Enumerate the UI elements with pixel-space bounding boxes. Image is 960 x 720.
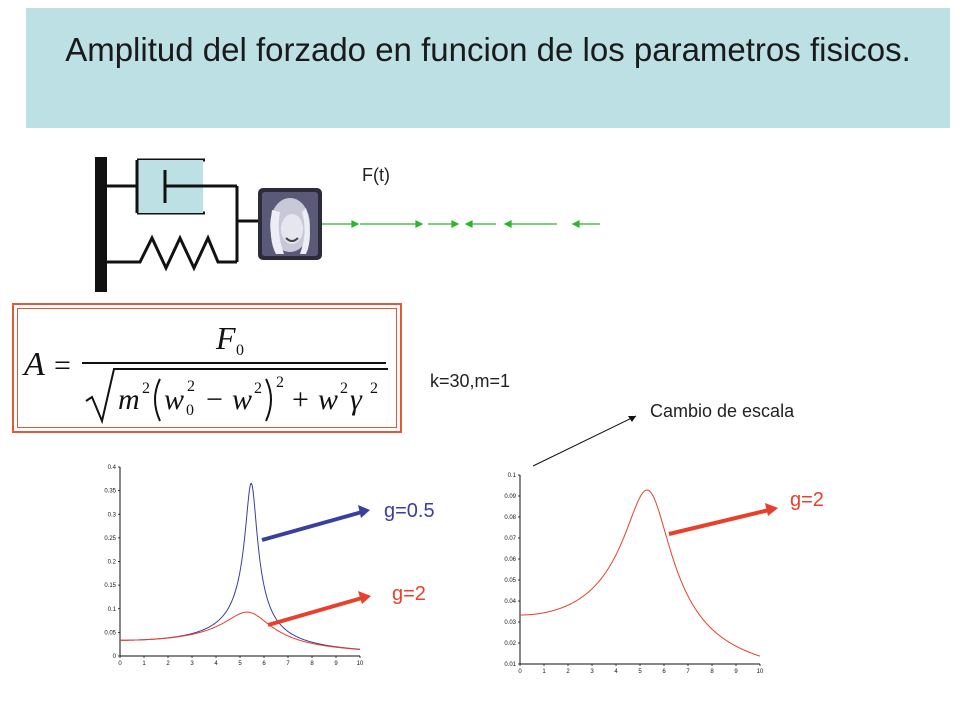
formula-gamma: γ: [350, 383, 363, 416]
y-tick-label: 0.3: [108, 512, 117, 518]
x-tick-label: 9: [334, 661, 338, 667]
formula-w2-sq: 2: [340, 380, 348, 397]
amplitude-formula: A = F 0 m 2 w 0 2 − w 2 2 + w 2 γ 2: [22, 320, 388, 425]
legend-arrow-red-right: [668, 503, 778, 536]
x-tick-label: 6: [262, 661, 266, 667]
legend-arrow-red-left: [267, 591, 371, 627]
legend-g2-left: g=2: [392, 583, 426, 605]
x-tick-label: 6: [662, 669, 666, 675]
x-tick-label: 2: [166, 661, 170, 667]
x-tick-label: 8: [710, 669, 714, 675]
chart-right: 0 1 2 3 4 5 6 7 8 9 10 0.01 0.02 0.03 0.04 0.05 0.06 0.07…: [504, 473, 764, 675]
mass-portrait: [258, 188, 322, 260]
formula-numerator-sub: 0: [236, 342, 244, 359]
x-tick-label: 5: [638, 669, 642, 675]
left-paren: [154, 378, 161, 422]
sqrt-sign: [85, 368, 388, 425]
y-tick-label: 0.4: [108, 465, 117, 471]
legend-g2-right: g=2: [790, 489, 824, 511]
x-tick-label: 9: [734, 669, 738, 675]
scale-change-arrow: [532, 415, 637, 467]
spring: [107, 234, 237, 272]
x-tick-label: 7: [286, 661, 290, 667]
y-tick-label: 0.08: [504, 515, 516, 521]
formula-w0: w: [164, 383, 184, 416]
y-tick-label: 0.1: [108, 607, 117, 613]
y-tick-label: 0.05: [104, 630, 116, 636]
force-arrows: [322, 220, 600, 228]
x-tick-label: 2: [566, 669, 570, 675]
formula-minus: −: [206, 383, 223, 416]
formula-paren-sq: 2: [276, 374, 284, 391]
x-tick-label: 8: [310, 661, 314, 667]
legend-arrow-blue: [261, 505, 370, 542]
y-tick-label: 0.2: [108, 560, 117, 566]
y-tick-label: 0.02: [504, 641, 516, 647]
x-tick-label: 0: [518, 669, 522, 675]
y-tick-label: 0.15: [104, 583, 116, 589]
y-tick-label: 0.25: [104, 536, 116, 542]
x-tick-label: 7: [686, 669, 690, 675]
x-tick-label: 10: [757, 669, 764, 675]
formula-numerator: F: [215, 320, 236, 356]
slide-title: Amplitud del forzado en funcion de los p…: [65, 31, 911, 68]
x-tick-label: 1: [142, 661, 146, 667]
x-tick-label: 1: [542, 669, 546, 675]
y-tick-label: 0.01: [504, 662, 516, 668]
amplitude-formula-box: A = F 0 m 2 w 0 2 − w 2 2 + w 2 γ 2: [12, 303, 402, 433]
force-label: F(t): [362, 165, 390, 185]
x-tick-label: 3: [190, 661, 194, 667]
formula-w-sq: 2: [254, 380, 262, 397]
title-banner: Amplitud del forzado en funcion de los p…: [26, 8, 950, 128]
x-tick-label: 10: [357, 661, 364, 667]
wall: [95, 157, 107, 292]
x-tick-label: 4: [214, 661, 218, 667]
y-tick-label: 0.35: [104, 489, 116, 495]
series-line-g-0-5: [120, 482, 361, 650]
formula-w2: w: [318, 383, 338, 416]
y-tick-label: 0.06: [504, 557, 516, 563]
series-line-g-2: [520, 489, 761, 657]
y-tick-label: 0.1: [508, 473, 517, 479]
formula-plus: +: [292, 383, 309, 416]
formula-m-sq: 2: [142, 380, 150, 397]
formula-w0-sub: 0: [186, 402, 194, 419]
spring-damper-diagram: [95, 157, 600, 292]
x-tick-label: 3: [590, 669, 594, 675]
formula-w: w: [232, 383, 252, 416]
x-tick-label: 5: [238, 661, 242, 667]
formula-gamma-sq: 2: [370, 380, 378, 397]
right-paren: [265, 378, 272, 422]
chart-left: 0 1 2 3 4 5 6 7 8 9 10 0 0.05 0.1 0.15 0.2 0.25 0.3 0.35 0.…: [104, 465, 364, 667]
parameters-label: k=30,m=1: [430, 371, 511, 391]
y-tick-label: 0.03: [504, 620, 516, 626]
y-tick-label: 0.05: [504, 578, 516, 584]
formula-m: m: [118, 383, 140, 416]
formula-equals: =: [54, 349, 71, 382]
y-tick-label: 0.04: [504, 599, 516, 605]
x-tick-label: 0: [118, 661, 122, 667]
formula-w0-sq: 2: [187, 378, 195, 395]
scale-change-label: Cambio de escala: [650, 401, 795, 421]
legend-g05: g=0.5: [384, 500, 435, 522]
series-line-g-2: [120, 611, 361, 651]
y-tick-label: 0: [113, 654, 117, 660]
y-tick-label: 0.07: [504, 536, 516, 542]
y-tick-label: 0.09: [504, 494, 516, 500]
x-tick-label: 4: [614, 669, 618, 675]
formula-lhs: A: [22, 346, 45, 383]
